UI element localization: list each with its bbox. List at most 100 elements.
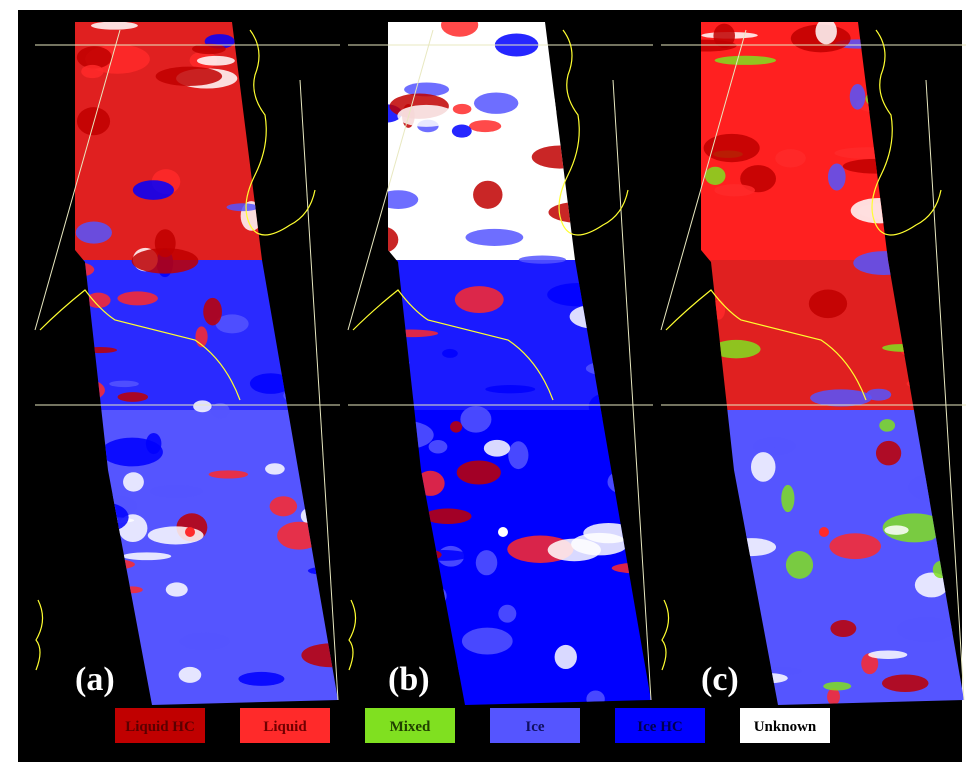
- cloud-patch: [781, 484, 795, 513]
- cloud-patch: [508, 441, 529, 470]
- cloud-patch: [75, 221, 112, 244]
- cloud-patch: [450, 421, 463, 433]
- cloud-patch: [269, 496, 298, 517]
- cloud-patch: [469, 120, 502, 133]
- cloud-patch: [785, 551, 814, 579]
- cloud-patch: [475, 550, 498, 576]
- cloud-patch: [740, 165, 777, 193]
- cloud-patch: [441, 22, 479, 37]
- cloud-patch: [473, 92, 519, 114]
- cloud-patch: [875, 440, 902, 466]
- cloud-patch: [179, 632, 230, 650]
- cloud-patch: [827, 163, 846, 191]
- cloud-patch: [485, 385, 536, 394]
- cloud-patch: [714, 184, 756, 197]
- cloud-patch: [451, 124, 472, 138]
- grid-line: [612, 79, 652, 701]
- cloud-patch: [165, 582, 188, 597]
- cloud-patch: [131, 248, 199, 274]
- cloud-patch: [265, 463, 285, 475]
- cloud-patch: [810, 389, 872, 407]
- cloud-patch: [454, 286, 504, 314]
- cloud-patch: [413, 241, 432, 256]
- coastline: [245, 29, 316, 236]
- panel-label: (a): [75, 661, 115, 698]
- cloud-patch: [193, 400, 212, 413]
- grid-line: [299, 79, 339, 701]
- panel-label: (c): [701, 661, 739, 698]
- cloud-patch: [750, 452, 776, 482]
- coastline: [35, 599, 44, 671]
- cloud-patch: [461, 627, 513, 655]
- grid-line: [925, 79, 965, 701]
- cloud-patch: [518, 255, 567, 264]
- cloud-patch: [208, 470, 249, 479]
- cloud-patch: [882, 513, 947, 543]
- cloud-patch: [117, 291, 158, 306]
- cloud-patch: [460, 405, 492, 433]
- coastline: [348, 599, 357, 671]
- cloud-patch: [117, 392, 149, 402]
- cloud-patch: [547, 538, 601, 562]
- coastline: [558, 29, 629, 236]
- cloud-patch: [711, 339, 761, 359]
- cloud-patch: [226, 203, 259, 212]
- cloud-patch: [145, 432, 162, 455]
- cloud-patch: [866, 388, 892, 401]
- cloud-patch: [90, 22, 138, 30]
- cloud-patch: [76, 46, 112, 69]
- cloud-patch: [456, 460, 501, 485]
- cloud-patch: [868, 650, 908, 659]
- cloud-patch: [178, 666, 202, 683]
- legend-label: Unknown: [754, 719, 817, 735]
- coastline: [352, 289, 554, 401]
- cloud-patch: [829, 533, 881, 560]
- cloud-patch: [123, 472, 144, 492]
- cloud-patch: [203, 297, 222, 326]
- cloud-patch: [703, 133, 760, 163]
- cloud-patch: [483, 439, 511, 457]
- cloud-patch: [249, 373, 292, 394]
- cloud-patch: [210, 402, 230, 419]
- cloud-patch: [442, 348, 458, 358]
- cloud-patch: [428, 440, 448, 454]
- cloud-patch: [714, 55, 777, 65]
- cloud-patch: [849, 83, 866, 110]
- coastline: [871, 29, 942, 236]
- cloud-patch: [815, 22, 837, 45]
- cloud-patch: [473, 180, 503, 209]
- cloud-patch: [881, 674, 929, 693]
- legend-swatch: [240, 708, 330, 743]
- cloud-patch: [122, 552, 172, 561]
- cloud-patch: [81, 64, 104, 79]
- cloud-patch: [388, 190, 419, 209]
- cloud-patch: [897, 617, 955, 642]
- legend-label: Liquid HC: [125, 719, 195, 735]
- cloud-patch: [775, 149, 806, 168]
- cloud-patch: [808, 289, 848, 319]
- legend-label: Mixed: [390, 719, 431, 735]
- coastline: [39, 289, 241, 401]
- legend-label: Ice: [525, 719, 544, 735]
- coastline: [661, 599, 670, 671]
- legend-label: Liquid: [263, 719, 307, 735]
- grid-line: [660, 29, 747, 331]
- cloud-patch: [388, 226, 399, 253]
- cloud-patch: [149, 485, 203, 498]
- cloud-patch: [713, 23, 735, 49]
- coastline: [665, 289, 867, 401]
- cloud-patch: [704, 166, 726, 185]
- cloud-patch: [424, 508, 472, 525]
- panel-label: (b): [388, 661, 430, 698]
- storm-eye: [185, 527, 195, 537]
- legend-swatch: [490, 708, 580, 743]
- cloud-patch: [86, 292, 111, 309]
- legend-swatch: [115, 708, 205, 743]
- legend-swatch: [615, 708, 705, 743]
- legend: Liquid HC Liquid Mixed Ice Ice HC Unknown: [115, 708, 830, 743]
- legend-label: Ice HC: [637, 719, 682, 735]
- cloud-patch: [192, 43, 226, 55]
- legend-swatch: [365, 708, 455, 743]
